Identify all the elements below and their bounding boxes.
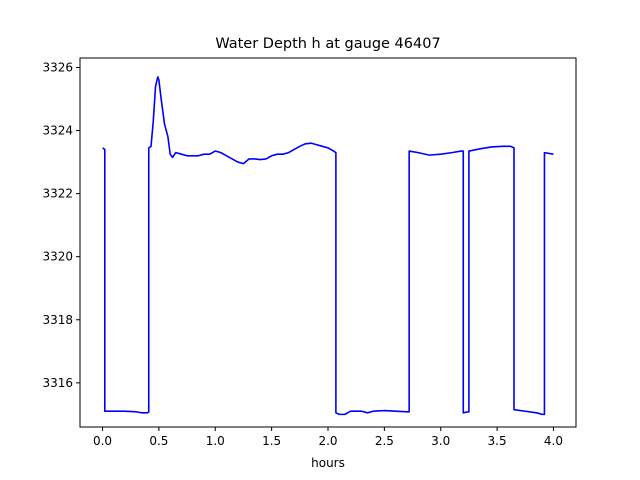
x-tick-label: 2.5 xyxy=(375,434,394,448)
y-tick-label: 3324 xyxy=(42,124,73,138)
x-tick-label: 1.0 xyxy=(206,434,225,448)
x-tick-label: 3.0 xyxy=(431,434,450,448)
x-tick-label: 0.0 xyxy=(93,434,112,448)
x-axis-label: hours xyxy=(311,456,345,470)
series-layer xyxy=(102,76,554,416)
x-tick-label: 0.5 xyxy=(149,434,168,448)
x-axis: 0.0 0.5 1.0 1.5 2.0 2.5 3.0 3.5 4.0 xyxy=(93,427,563,448)
x-tick-label: 3.5 xyxy=(488,434,507,448)
y-tick-label: 3322 xyxy=(42,187,73,201)
y-axis: 3316 3318 3320 3322 3324 3326 xyxy=(42,60,80,390)
y-tick-label: 3316 xyxy=(42,376,73,390)
y-tick-label: 3320 xyxy=(42,250,73,264)
y-tick-label: 3318 xyxy=(42,313,73,327)
plot-area xyxy=(80,58,576,427)
y-tick-label: 3326 xyxy=(42,60,73,74)
x-tick-label: 4.0 xyxy=(544,434,563,448)
chart-title: Water Depth h at gauge 46407 xyxy=(215,36,440,52)
series-line-1 xyxy=(102,76,554,416)
x-tick-label: 1.5 xyxy=(262,434,281,448)
x-tick-label: 2.0 xyxy=(318,434,337,448)
